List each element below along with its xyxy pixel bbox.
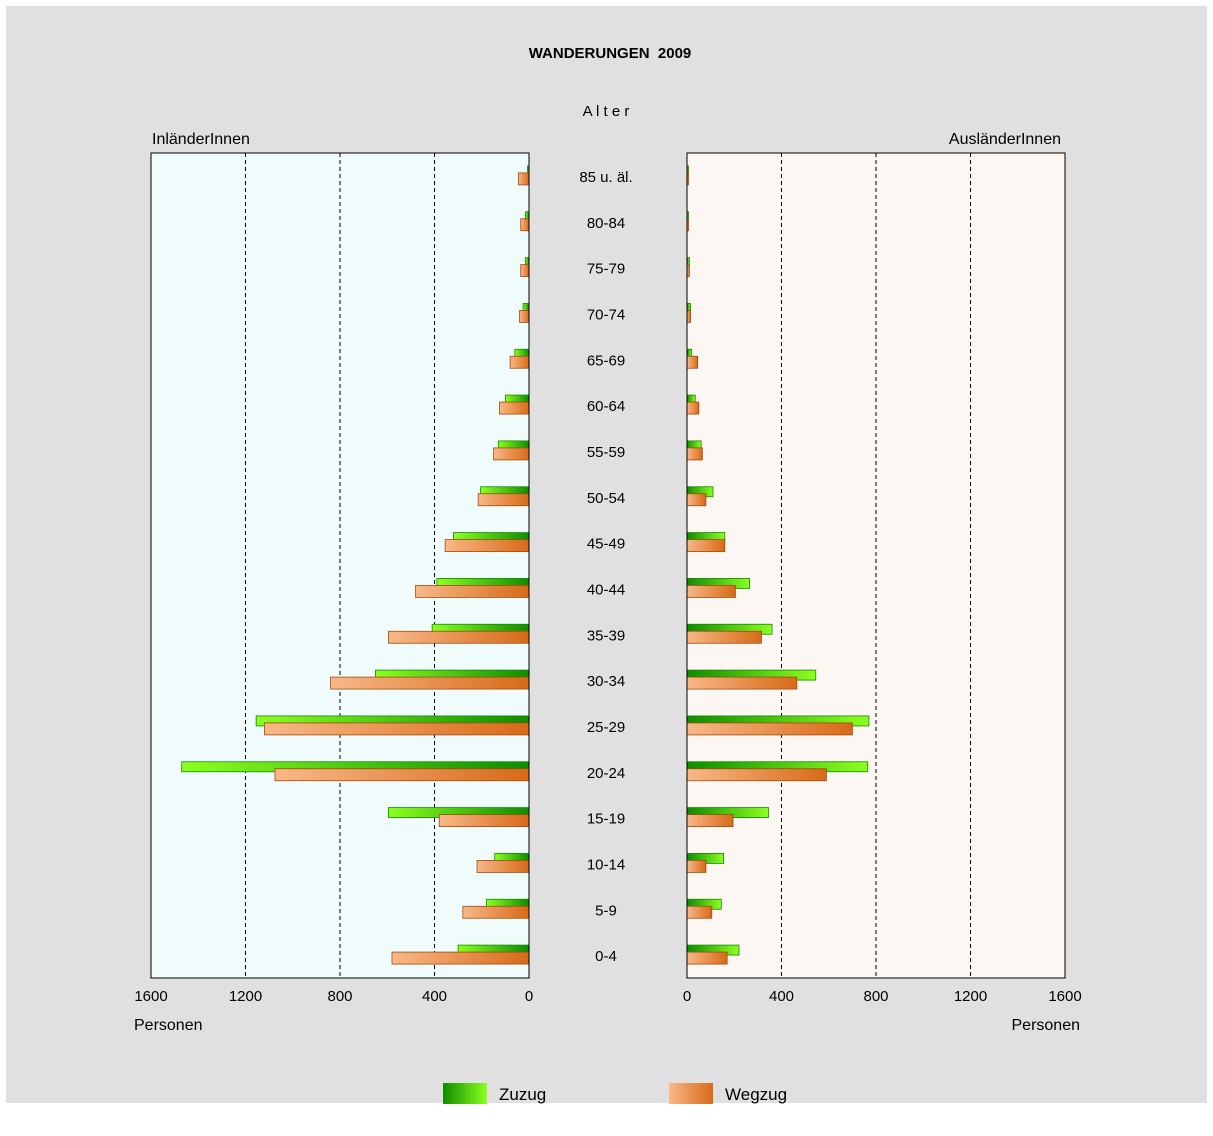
left-bar-wegzug [444, 539, 530, 552]
left-panel-title: InländerInnen [152, 131, 250, 148]
right-bar-wegzug [686, 860, 707, 873]
right-bar-wegzug [686, 905, 713, 919]
age-axis-label: A l t e r [583, 103, 630, 120]
right-x-tick-label: 400 [769, 988, 794, 1005]
age-group-label: 25-29 [587, 719, 625, 736]
right-bar-wegzug [686, 814, 734, 827]
right-bar-wegzug [686, 447, 703, 461]
left-bar-wegzug [499, 401, 530, 415]
right-x-tick-label: 1600 [1048, 988, 1081, 1005]
chart-title: WANDERUNGEN 2009 [529, 45, 692, 62]
left-x-tick-label: 1600 [134, 988, 167, 1005]
left-x-tick-label: 800 [327, 988, 352, 1005]
age-group-label: 80-84 [587, 215, 625, 232]
left-panel-frame [150, 152, 530, 979]
left-bar-wegzug [391, 951, 530, 965]
left-bar-wegzug [517, 172, 530, 186]
left-bar-wegzug [520, 264, 530, 277]
left-bar-wegzug [438, 814, 530, 827]
left-bar-wegzug [388, 630, 530, 644]
age-group-label: 0-4 [595, 948, 617, 965]
right-bar-wegzug [686, 951, 728, 965]
left-bar-wegzug [477, 493, 530, 507]
left-bar-wegzug [263, 722, 530, 736]
right-bar-wegzug [686, 493, 707, 507]
right-x-tick-label: 800 [863, 988, 888, 1005]
legend: Zuzug Wegzug [443, 1083, 787, 1104]
left-bar-wegzug [520, 218, 530, 232]
right-bar-wegzug [686, 676, 798, 690]
age-group-label: 35-39 [587, 627, 625, 644]
right-panel-frame [686, 152, 1066, 979]
left-bar-wegzug [274, 768, 530, 782]
right-x-axis-label: Personen [1012, 1017, 1081, 1034]
right-bar-wegzug [686, 401, 700, 415]
age-group-label: 5-9 [595, 902, 617, 919]
age-group-label: 15-19 [587, 811, 625, 828]
left-bar-wegzug [509, 355, 530, 369]
age-group-label: 50-54 [587, 490, 625, 507]
right-bar-wegzug [686, 768, 827, 782]
right-bar-wegzug [686, 630, 762, 644]
left-bar-wegzug [462, 905, 530, 919]
left-bar-wegzug [476, 860, 530, 873]
age-group-label: 40-44 [587, 581, 625, 598]
legend-label-zuzug: Zuzug [499, 1085, 546, 1104]
age-group-label: 60-64 [587, 398, 625, 415]
right-x-tick-label: 1200 [954, 988, 987, 1005]
right-bar-wegzug [686, 722, 853, 736]
age-group-label: 55-59 [587, 444, 625, 461]
left-x-tick-label: 400 [422, 988, 447, 1005]
left-bar-wegzug [493, 447, 530, 461]
right-bar-wegzug [686, 539, 726, 552]
age-group-label: 10-14 [587, 856, 625, 873]
legend-swatch-wegzug [669, 1083, 713, 1104]
right-panel-title: AusländerInnen [949, 131, 1061, 148]
right-x-tick-label: 0 [683, 988, 691, 1005]
age-group-label: 20-24 [587, 765, 625, 782]
left-bar-wegzug [330, 676, 530, 690]
right-bar-wegzug [686, 585, 736, 598]
age-group-label: 75-79 [587, 261, 625, 278]
legend-swatch-zuzug [443, 1083, 487, 1104]
age-group-label: 45-49 [587, 536, 625, 553]
left-x-tick-label: 1200 [229, 988, 262, 1005]
age-group-label: 65-69 [587, 352, 625, 369]
left-x-tick-label: 0 [525, 988, 533, 1005]
right-bar-wegzug [686, 355, 699, 369]
legend-label-wegzug: Wegzug [725, 1085, 787, 1104]
age-group-label: 70-74 [587, 306, 625, 323]
age-group-label: 85 u. äl. [579, 169, 632, 186]
right-bar-wegzug [686, 310, 691, 323]
left-bar-wegzug [519, 310, 530, 323]
left-x-axis-label: Personen [134, 1017, 203, 1034]
age-group-label: 30-34 [587, 673, 625, 690]
left-bar-wegzug [415, 585, 530, 598]
